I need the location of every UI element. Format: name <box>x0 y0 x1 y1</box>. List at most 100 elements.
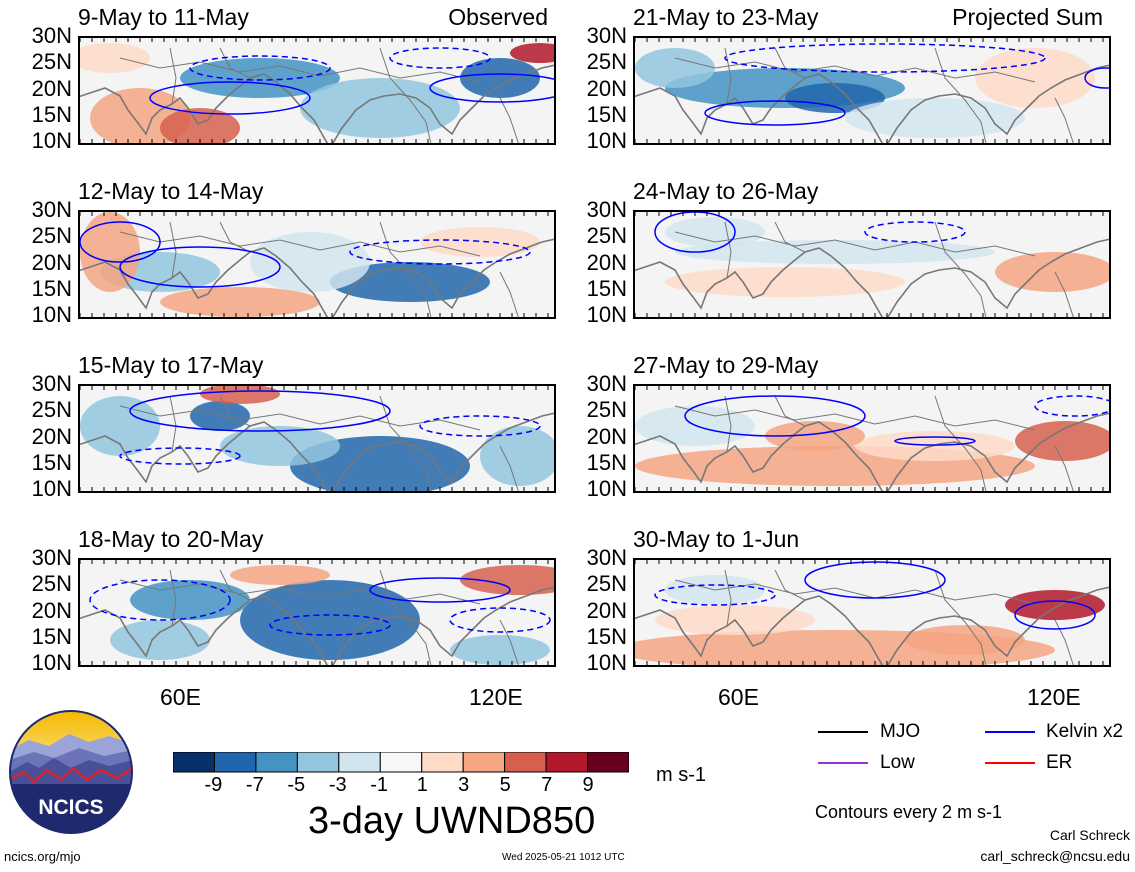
lon-label-120e-right: 120E <box>1027 684 1081 710</box>
lat-label: 10N <box>586 128 627 153</box>
coastline <box>80 73 329 143</box>
coastline <box>332 64 554 143</box>
wind-map <box>633 558 1111 667</box>
lat-label: 20N <box>586 597 627 623</box>
border-line <box>674 579 1036 605</box>
wind-map <box>633 210 1111 319</box>
wind-anomaly-shading <box>905 625 1025 655</box>
wind-anomaly-shading <box>220 426 340 466</box>
wind-anomaly-shading <box>995 252 1109 292</box>
legend-kelvin-line <box>985 731 1035 733</box>
panel-date-range: 15-May to 17-May <box>78 352 264 378</box>
wind-anomaly-shading <box>160 108 240 143</box>
lat-label: 15N <box>31 449 72 475</box>
colorbar-segment <box>296 751 340 773</box>
lat-label: 10N <box>586 302 627 327</box>
lat-label: 20N <box>31 75 72 101</box>
legend-kelvin-label: Kelvin x2 <box>1046 721 1124 742</box>
lon-label-60e-left: 60E <box>160 684 201 710</box>
kelvin-contour <box>80 221 161 263</box>
kelvin-contour <box>654 212 736 253</box>
kelvin-contour <box>189 55 331 81</box>
kelvin-contour <box>269 614 391 636</box>
kelvin-contour <box>1084 67 1109 89</box>
lat-label: 25N <box>586 223 627 249</box>
lat-label: 30N <box>586 545 627 570</box>
wind-anomaly-shading <box>250 232 370 292</box>
panel-date-range: 21-May to 23-May <box>633 4 819 30</box>
lat-label: 10N <box>586 650 627 675</box>
border-line <box>934 395 987 491</box>
panel-type-label: Observed <box>448 4 548 30</box>
coastline <box>80 595 329 665</box>
colorbar-segment <box>213 751 257 773</box>
panel-date-range: 12-May to 14-May <box>78 178 264 204</box>
lat-label: 30N <box>586 371 627 396</box>
kelvin-contour <box>894 436 976 446</box>
wind-anomaly-shading <box>1015 421 1109 461</box>
border-line <box>499 271 519 317</box>
kelvin-contour <box>129 390 391 432</box>
legend-mjo-line <box>818 731 868 733</box>
lat-label: 10N <box>31 476 72 501</box>
lat-label: 25N <box>586 397 627 423</box>
border-line <box>1054 271 1074 317</box>
border-line <box>169 221 177 279</box>
kelvin-contour <box>864 221 966 243</box>
colorbar-tick-label: -5 <box>287 774 306 796</box>
wind-anomaly-shading <box>180 58 340 98</box>
colorbar-segment <box>587 751 630 773</box>
colorbar-segment <box>379 751 423 773</box>
border-line <box>774 569 806 601</box>
kelvin-contour <box>1014 600 1096 630</box>
colorbar-tick-label: -3 <box>328 774 347 796</box>
kelvin-contour <box>429 73 554 103</box>
wind-anomaly-shading <box>80 212 140 292</box>
border-line <box>119 57 481 83</box>
border-line <box>219 47 251 79</box>
kelvin-contour <box>119 447 241 465</box>
wind-anomaly-shading <box>460 58 540 98</box>
wind-anomaly-shading <box>855 431 1015 461</box>
credit-email: carl_schreck@ncsu.edu <box>980 848 1130 864</box>
wind-anomaly-shading <box>675 240 995 264</box>
lat-label: 25N <box>31 223 72 249</box>
wind-anomaly-shading <box>420 227 540 257</box>
border-line <box>774 395 806 427</box>
legend-low-line <box>818 762 868 764</box>
border-line <box>674 231 1036 257</box>
lat-label: 30N <box>586 23 627 48</box>
lat-label: 15N <box>586 101 627 127</box>
lat-label: 30N <box>31 197 72 222</box>
lat-label: 25N <box>31 49 72 75</box>
kelvin-contour <box>119 246 281 288</box>
wind-anomaly-shading <box>480 426 554 486</box>
footer-timestamp: Wed 2025-05-21 1012 UTC <box>502 852 625 863</box>
lat-label: 25N <box>586 571 627 597</box>
border-line <box>724 221 732 279</box>
legend-er-label: ER <box>1046 752 1073 773</box>
border-line <box>934 221 987 317</box>
wind-map <box>78 558 556 667</box>
colorbar-segment <box>172 751 215 773</box>
colorbar-units: m s-1 <box>656 764 706 786</box>
border-line <box>724 47 732 105</box>
lat-label: 15N <box>586 449 627 475</box>
border-line <box>934 47 987 143</box>
lon-label-60e-right: 60E <box>718 684 759 710</box>
coastline <box>80 247 329 317</box>
lat-label: 10N <box>31 302 72 327</box>
panel-date-range: 27-May to 29-May <box>633 352 819 378</box>
coastline <box>332 412 554 491</box>
lat-label: 20N <box>586 423 627 449</box>
wind-anomaly-shading <box>635 48 715 88</box>
logo-text: NCICS <box>38 796 103 819</box>
coastline <box>332 238 554 317</box>
colorbar-tick-label: 3 <box>458 774 470 796</box>
wind-anomaly-shading <box>785 83 885 113</box>
lat-label: 15N <box>586 275 627 301</box>
colorbar-tick-label: -7 <box>245 774 264 796</box>
wind-anomaly-shading <box>230 565 330 585</box>
lat-label: 10N <box>31 650 72 675</box>
colorbar-segment <box>545 751 589 773</box>
